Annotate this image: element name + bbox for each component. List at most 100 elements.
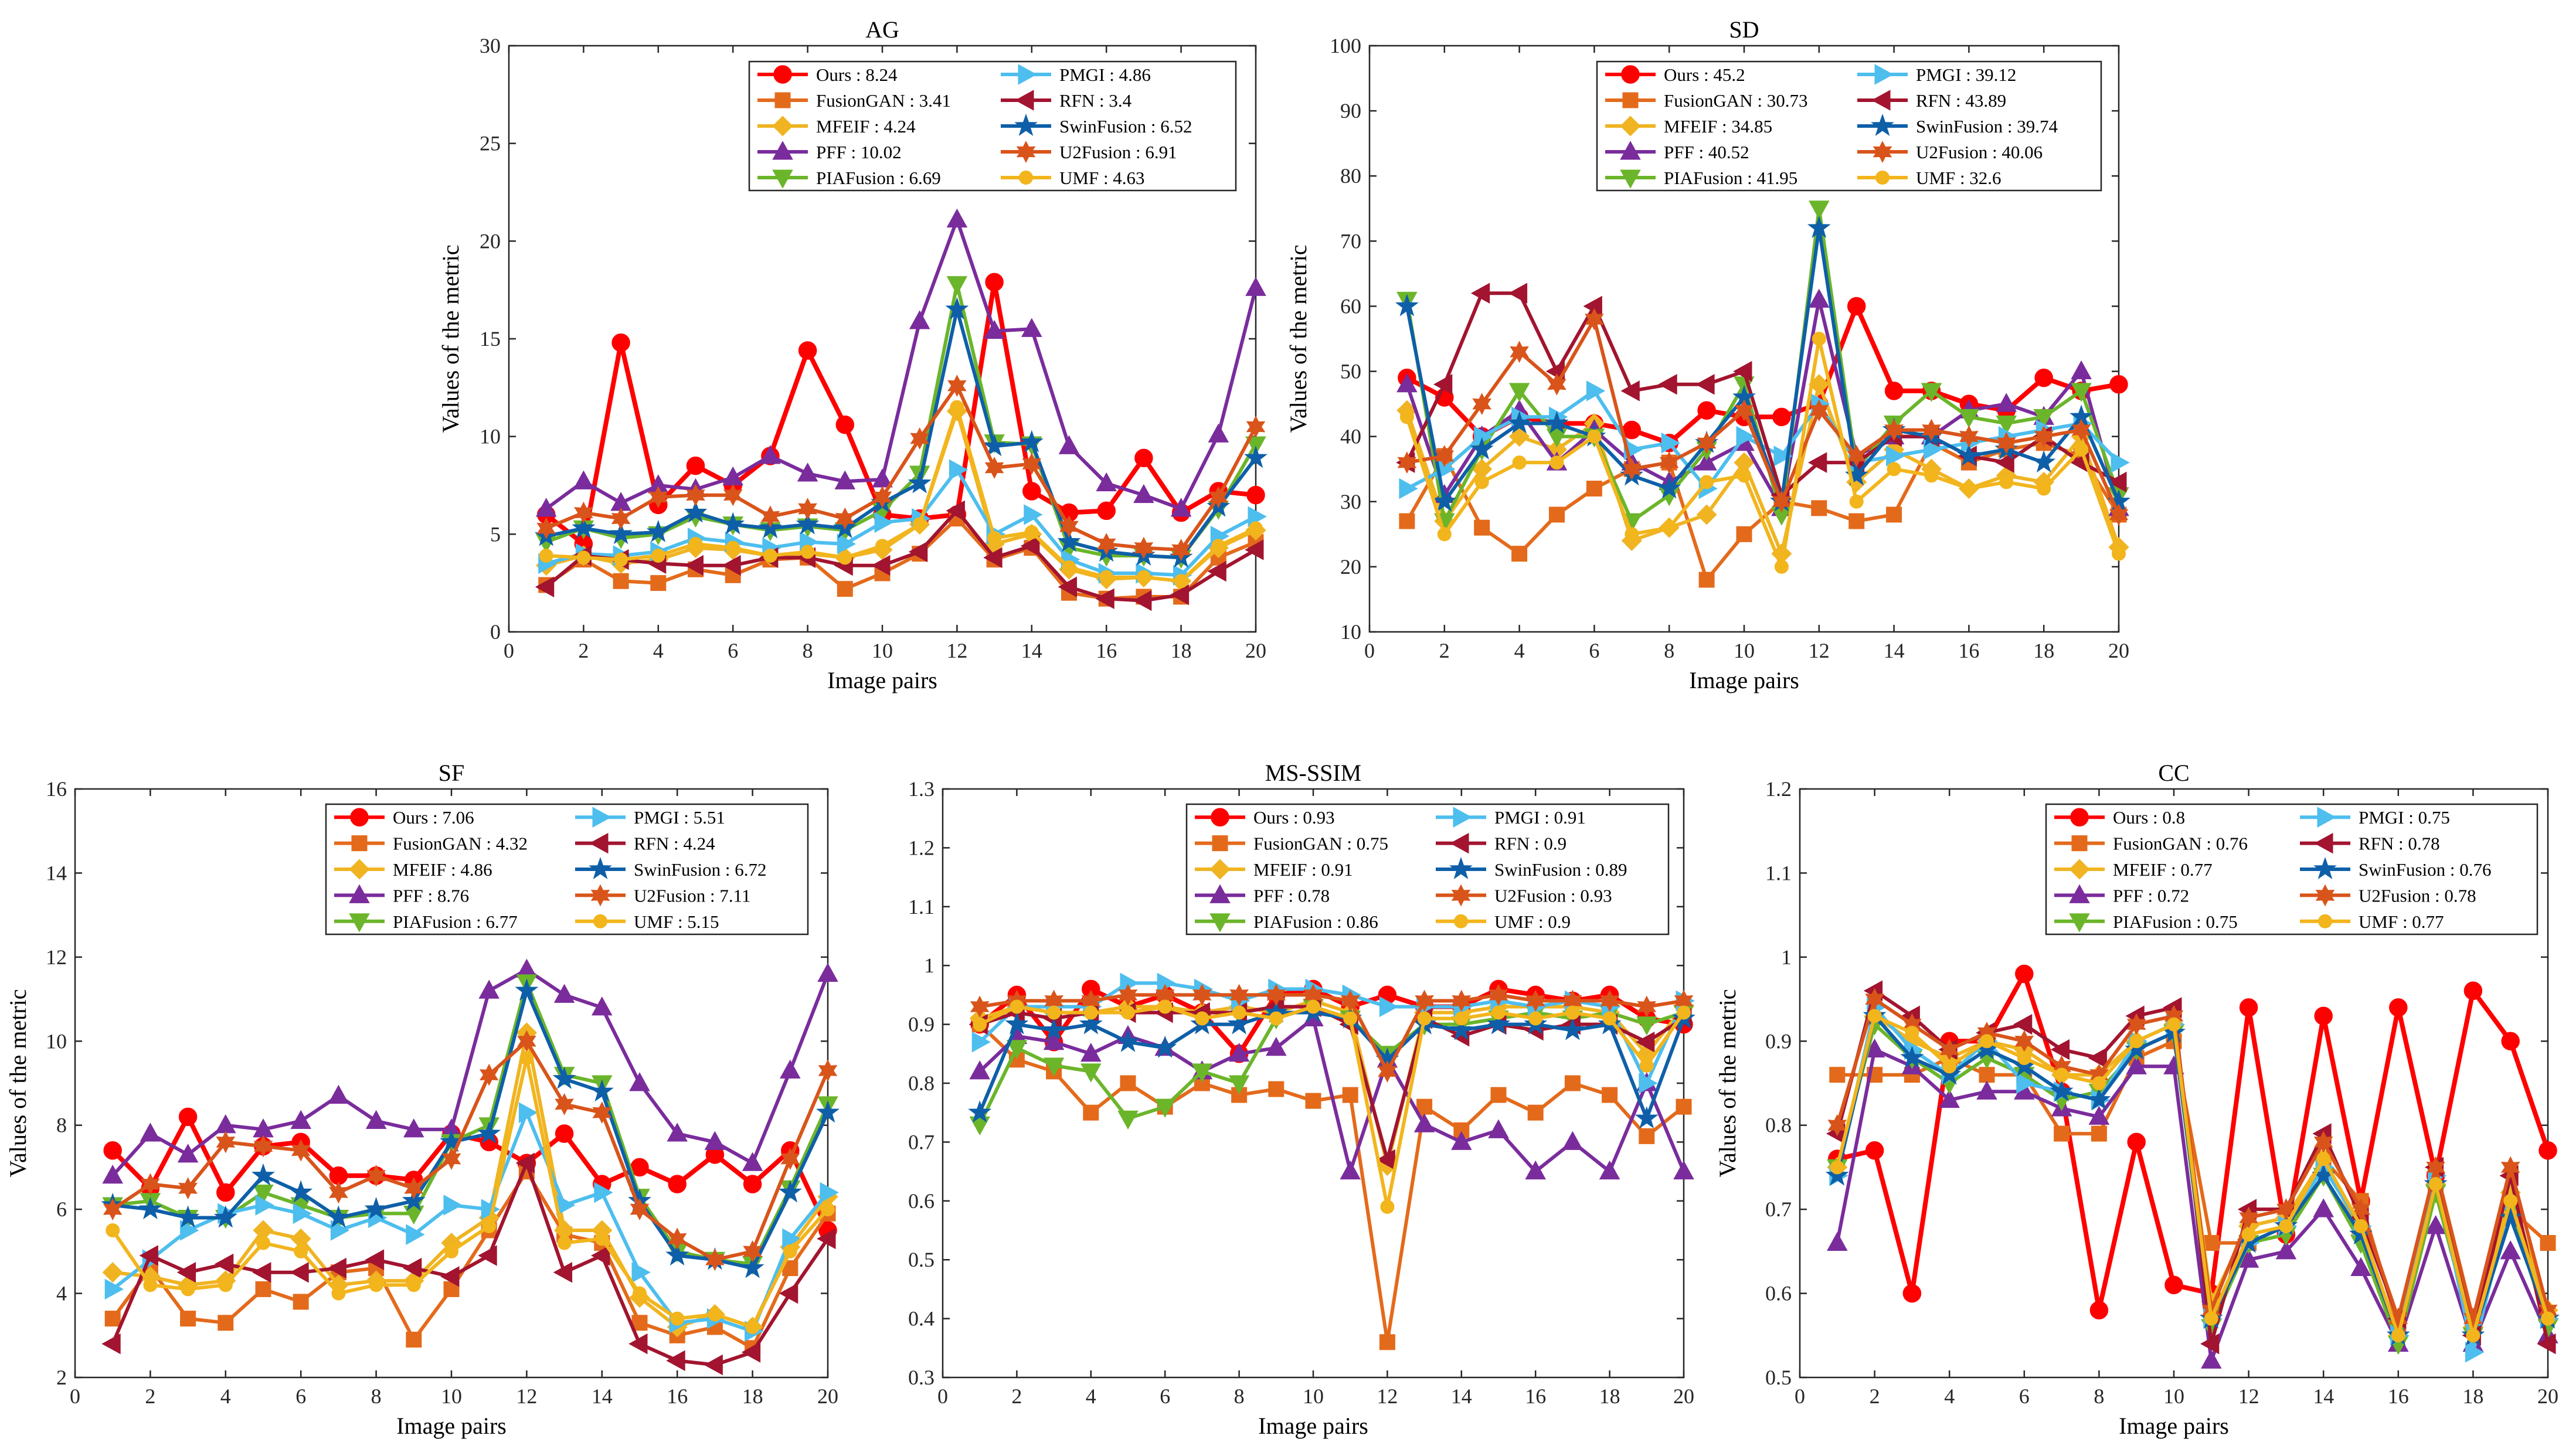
legend-label: RFN : 43.89 — [1916, 90, 2006, 111]
legend-entry: RFN : 0.78 — [2300, 832, 2440, 854]
data-point — [1133, 484, 1154, 504]
data-point — [178, 1107, 198, 1127]
data-point — [1340, 1160, 1361, 1180]
legend-marker — [351, 835, 368, 852]
data-point — [1921, 383, 1942, 402]
y-tick-label: 1 — [924, 954, 935, 977]
data-point — [1511, 546, 1528, 562]
y-tick-label: 14 — [46, 861, 67, 885]
x-tick-label: 14 — [1021, 639, 1042, 662]
legend: Ours : 0.93 PMGI : 0.91 FusionGAN : 0.75 RF… — [1185, 803, 1670, 935]
data-point — [331, 1286, 346, 1301]
legend-label: FusionGAN : 4.32 — [393, 834, 528, 854]
data-point — [1451, 1131, 1472, 1150]
data-point — [1134, 448, 1153, 468]
data-point — [2109, 375, 2128, 394]
legend-label: PIAFusion : 0.75 — [2113, 911, 2238, 932]
data-point — [539, 549, 553, 563]
legend-marker — [1875, 171, 1890, 185]
legend-label: MFEIF : 4.86 — [393, 859, 492, 880]
legend-marker — [1450, 832, 1469, 854]
data-point — [293, 1294, 309, 1310]
data-point — [102, 1164, 123, 1184]
data-point — [1673, 1160, 1694, 1180]
y-tick-label: 2 — [56, 1366, 67, 1389]
y-tick-label: 0.6 — [1765, 1282, 1792, 1305]
x-tick-label: 6 — [1589, 639, 1599, 662]
y-tick-label: 70 — [1340, 229, 1361, 253]
legend-marker — [1212, 835, 1228, 852]
data-point — [1268, 1081, 1284, 1097]
legend-marker — [1018, 64, 1037, 85]
data-point — [1413, 1113, 1435, 1132]
legend-label: MFEIF : 34.85 — [1664, 116, 1772, 137]
legend-marker — [349, 859, 370, 880]
data-point — [1938, 1062, 1962, 1085]
data-point — [1528, 1011, 1543, 1026]
data-point — [536, 517, 556, 540]
legend-marker — [1620, 169, 1641, 189]
series-umf — [539, 400, 1263, 588]
data-point — [1600, 989, 1619, 1012]
data-point — [1080, 1042, 1102, 1062]
data-point — [1847, 445, 1867, 467]
data-point — [253, 1135, 273, 1158]
data-point — [973, 1017, 987, 1032]
data-point — [1244, 445, 1267, 468]
data-point — [1696, 451, 1717, 471]
legend-entry: PFF : 10.02 — [757, 141, 902, 162]
data-point — [406, 1224, 425, 1245]
data-point — [402, 1257, 422, 1279]
data-point — [403, 1118, 424, 1138]
data-point — [723, 484, 743, 506]
legend-label: U2Fusion : 40.06 — [1916, 142, 2043, 162]
data-point — [1697, 401, 1716, 420]
data-point — [971, 1031, 991, 1053]
data-point — [1043, 1030, 1065, 1050]
data-point — [576, 550, 591, 565]
data-point — [1980, 1034, 1994, 1049]
data-point — [1117, 1110, 1139, 1130]
data-point — [666, 1350, 685, 1372]
legend-label: Ours : 7.06 — [393, 807, 474, 828]
legend-label: U2Fusion : 6.91 — [1059, 142, 1177, 162]
data-point — [1395, 294, 1419, 317]
x-tick-label: 16 — [1525, 1384, 1546, 1408]
data-point — [1562, 1131, 1583, 1150]
data-point — [648, 486, 668, 508]
data-point — [180, 1220, 199, 1241]
data-point — [2091, 1125, 2107, 1142]
x-tick-label: 8 — [1234, 1384, 1245, 1408]
data-point — [2425, 1215, 2446, 1234]
data-point — [139, 1245, 158, 1266]
data-point — [1811, 500, 1827, 516]
legend-marker — [1454, 914, 1468, 928]
data-point — [760, 505, 780, 528]
legend-label: MFEIF : 0.77 — [2113, 859, 2213, 880]
x-tick-label: 14 — [2313, 1384, 2334, 1408]
data-point — [1046, 1005, 1061, 1020]
data-point — [592, 996, 613, 1016]
data-point — [783, 1244, 797, 1258]
legend-marker — [1620, 115, 1641, 137]
data-point — [1435, 445, 1455, 467]
data-point — [2275, 1240, 2297, 1260]
legend-marker — [1209, 884, 1231, 903]
data-point — [778, 1180, 802, 1203]
data-point — [651, 549, 665, 563]
legend-label: UMF : 0.77 — [2359, 911, 2444, 932]
data-point — [1662, 521, 1677, 535]
data-point — [138, 1197, 162, 1220]
data-point — [291, 1139, 311, 1162]
y-tick-label: 60 — [1340, 294, 1361, 318]
legend-label: MFEIF : 0.91 — [1253, 859, 1353, 880]
data-point — [1058, 435, 1080, 454]
y-tick-label: 0.6 — [908, 1189, 935, 1213]
data-point — [1059, 515, 1079, 538]
legend-entry: FusionGAN : 3.41 — [757, 90, 951, 111]
data-point — [1399, 410, 1414, 424]
chart-title: AG — [865, 16, 899, 43]
data-point — [1996, 415, 2017, 435]
chart-title: SD — [1729, 16, 1759, 43]
data-point — [515, 978, 539, 1001]
